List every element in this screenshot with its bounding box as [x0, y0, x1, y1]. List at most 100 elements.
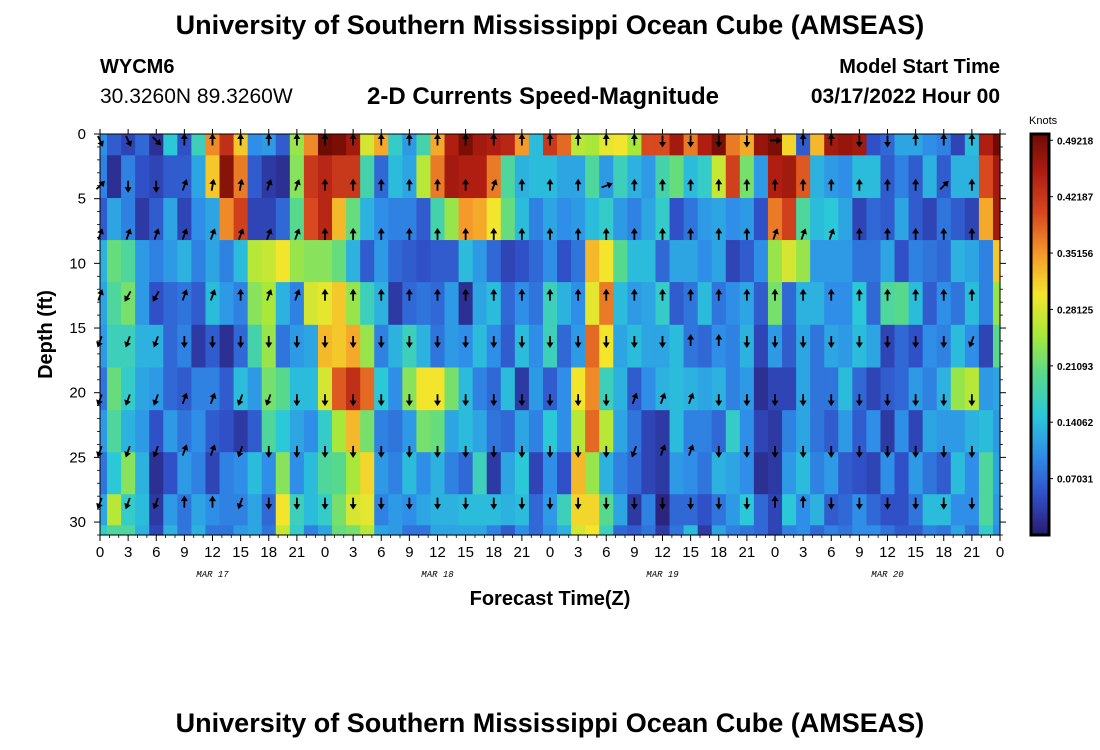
- heatmap-cell: [107, 324, 122, 369]
- heatmap-cell: [641, 324, 657, 369]
- current-direction-arrow: [602, 133, 610, 146]
- colorbar-tick-label: 0.07031: [1057, 475, 1094, 486]
- heatmap-cell: [388, 282, 403, 326]
- x-tick-label: 21: [739, 544, 756, 561]
- heatmap-cell: [107, 198, 122, 241]
- current-direction-arrow: [715, 333, 723, 346]
- heatmap-cell: [233, 452, 249, 495]
- current-direction-arrow: [715, 135, 723, 148]
- current-direction-arrow: [770, 136, 782, 144]
- heatmap-cell: [360, 240, 375, 283]
- current-direction-arrow: [715, 394, 723, 407]
- heatmap-cell: [571, 367, 586, 411]
- current-direction-arrow: [349, 445, 357, 458]
- heatmap-cell: [767, 525, 783, 536]
- current-direction-arrow: [321, 288, 329, 301]
- current-direction-arrow: [968, 497, 976, 510]
- current-direction-arrow: [546, 445, 554, 458]
- heatmap-cell: [838, 452, 853, 495]
- heatmap-cell: [261, 282, 277, 326]
- heatmap-cell: [782, 410, 797, 453]
- heatmap-cell: [121, 410, 136, 453]
- heatmap-cell: [796, 452, 811, 495]
- heatmap-cell: [346, 367, 361, 411]
- x-tick-label: 0: [771, 544, 779, 561]
- heatmap-cell: [360, 134, 375, 156]
- colorbar-unit: Knots: [1029, 115, 1058, 127]
- heatmap-cell: [163, 367, 178, 411]
- heatmap-cell: [444, 410, 460, 453]
- current-direction-arrow: [968, 288, 976, 301]
- current-direction-arrow: [518, 497, 526, 510]
- heatmap-cell: [697, 198, 713, 241]
- heatmap-cell: [135, 367, 150, 411]
- x-tick-label: 6: [827, 544, 835, 561]
- current-direction-arrow: [152, 290, 160, 302]
- heatmap-cell: [810, 410, 825, 453]
- current-direction-arrow: [715, 445, 723, 458]
- heatmap-cell: [346, 525, 361, 536]
- current-direction-arrow: [152, 335, 160, 348]
- y-tick-label: 30: [69, 514, 86, 531]
- heatmap-cell: [100, 155, 108, 199]
- heatmap-cell: [753, 452, 769, 495]
- current-direction-arrow: [462, 288, 470, 301]
- current-direction-arrow: [124, 445, 131, 458]
- heatmap-cell: [697, 410, 713, 453]
- heatmap-cell: [641, 452, 657, 495]
- current-direction-arrow: [743, 445, 751, 458]
- heatmap-cell: [683, 240, 699, 283]
- current-direction-arrow: [912, 227, 920, 240]
- heatmap-cell: [599, 410, 614, 453]
- heatmap-cell: [121, 367, 136, 411]
- heatmap-cell: [796, 282, 811, 326]
- heatmap-cell: [796, 198, 811, 241]
- colorbar-tick-label: 0.49218: [1057, 136, 1094, 147]
- current-direction-arrow: [940, 133, 948, 146]
- heatmap-cell: [739, 525, 755, 536]
- heatmap-cell: [613, 155, 628, 199]
- heatmap-cell: [275, 324, 291, 369]
- heatmap-cell: [599, 155, 614, 199]
- current-direction-arrow: [630, 335, 638, 348]
- current-direction-arrow: [405, 227, 413, 240]
- heatmap-cell: [219, 494, 235, 526]
- heatmap-cell: [135, 494, 150, 526]
- heatmap-cell: [711, 525, 727, 536]
- heatmap-cell: [739, 240, 755, 283]
- heatmap-cell: [149, 155, 164, 199]
- heatmap-cell: [782, 240, 797, 283]
- heatmap-cell: [866, 410, 882, 453]
- heatmap-cell: [430, 367, 446, 411]
- current-direction-arrow: [546, 227, 554, 240]
- heatmap-cell: [135, 134, 150, 156]
- heatmap-cell: [219, 240, 235, 283]
- heatmap-cell: [585, 134, 600, 156]
- heatmap-cell: [528, 494, 544, 526]
- heatmap-cell: [964, 324, 980, 369]
- heatmap-cell: [374, 282, 389, 326]
- heatmap-cell: [627, 410, 643, 453]
- heatmap-cell: [247, 324, 263, 369]
- heatmap-cell: [852, 282, 868, 326]
- heatmap-cell: [107, 410, 122, 453]
- current-direction-arrow: [940, 288, 948, 301]
- current-direction-arrow: [321, 227, 329, 240]
- heatmap-cell: [121, 494, 136, 526]
- heatmap-cell: [100, 240, 108, 283]
- heatmap-cell: [135, 240, 150, 283]
- heatmap-cell: [585, 155, 600, 199]
- heatmap-cell: [289, 282, 305, 326]
- heatmap-cell: [163, 282, 178, 326]
- heatmap-cell: [472, 410, 488, 453]
- heatmap-cell: [796, 155, 811, 199]
- x-tick-label: 15: [457, 544, 474, 561]
- heatmap-cell: [149, 240, 164, 283]
- heatmap-cell: [205, 155, 221, 199]
- heatmap-cell: [247, 410, 263, 453]
- heatmap-cell: [388, 452, 403, 495]
- current-direction-arrow: [631, 392, 639, 405]
- heatmap-cell: [261, 525, 277, 536]
- heatmap-cell: [936, 525, 952, 536]
- heatmap-cell: [261, 452, 277, 495]
